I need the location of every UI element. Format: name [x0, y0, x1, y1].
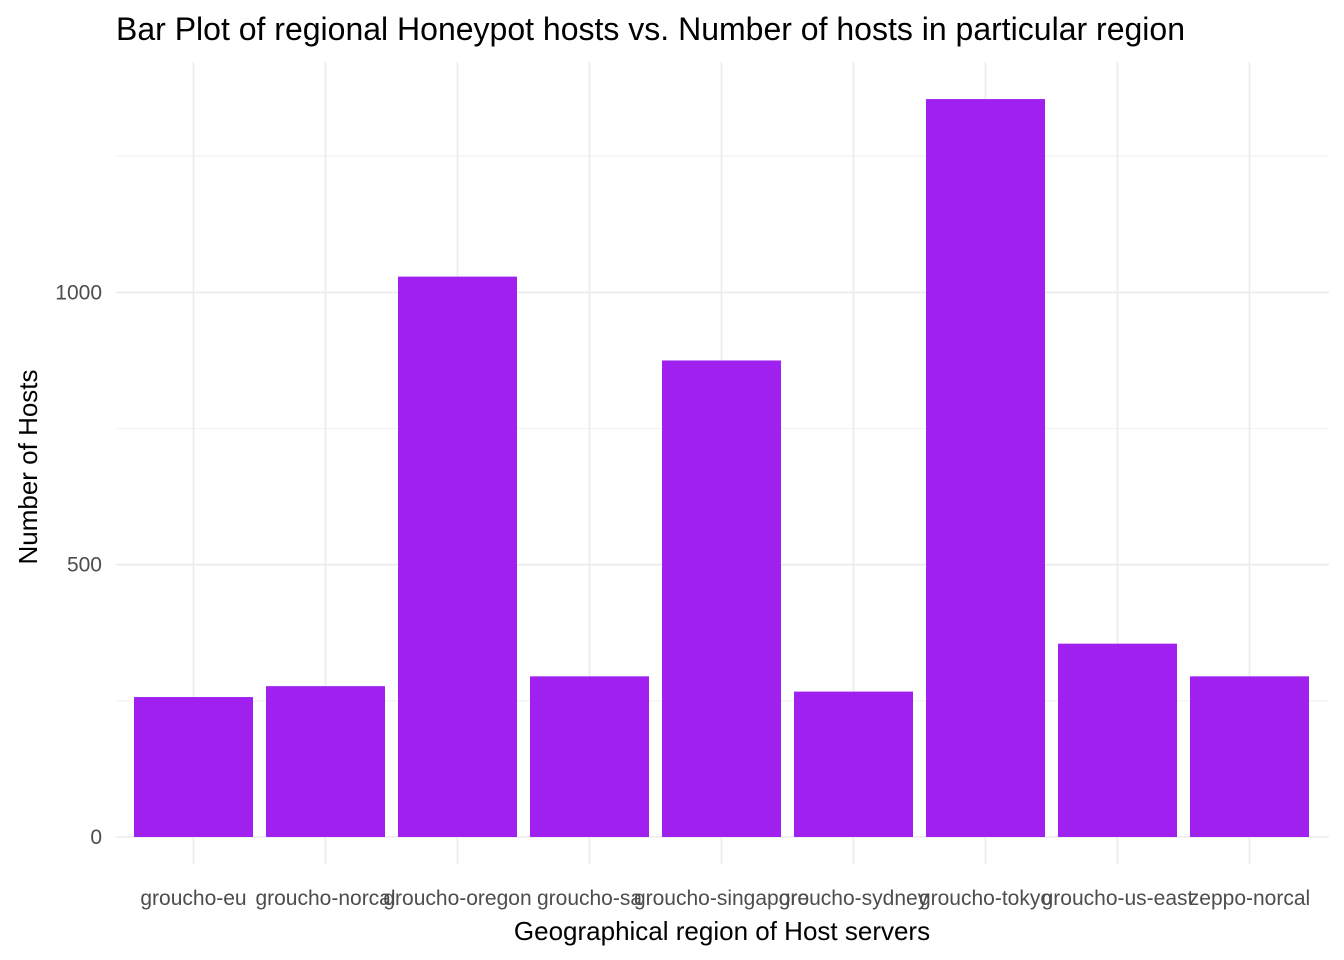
x-tick-label-groucho-tokyo: groucho-tokyo: [919, 887, 1052, 910]
x-tick-label-groucho-us-east: groucho-us-east: [1042, 887, 1194, 910]
y-axis-title: Number of Hosts: [13, 369, 43, 564]
bar-groucho-oregon: [398, 276, 517, 838]
x-tick-label-groucho-sydney: groucho-sydney: [779, 887, 929, 910]
bar-groucho-singapore: [662, 360, 781, 837]
y-tick-label-0: 0: [90, 826, 102, 849]
bar-groucho-sydney: [794, 691, 913, 837]
chart-title: Bar Plot of regional Honeypot hosts vs. …: [116, 11, 1185, 47]
y-tick-label-2: 1000: [55, 281, 102, 304]
bars: [134, 99, 1309, 838]
x-tick-label-groucho-oregon: groucho-oregon: [383, 887, 531, 910]
bar-groucho-sa: [530, 676, 649, 837]
bar-groucho-tokyo: [926, 99, 1045, 837]
x-tick-label-zeppo-norcal: zeppo-norcal: [1189, 887, 1310, 910]
bar-zeppo-norcal: [1190, 676, 1309, 837]
y-tick-labels: 0 500 1000: [55, 281, 102, 849]
bar-groucho-us-east: [1058, 643, 1177, 837]
bar-groucho-eu: [134, 697, 253, 837]
x-tick-label-groucho-singapore: groucho-singapore: [634, 887, 809, 910]
bar-groucho-norcal: [266, 686, 385, 837]
x-tick-label-groucho-sa: groucho-sa: [537, 887, 642, 910]
y-tick-label-1: 500: [67, 554, 102, 577]
x-axis-title: Geographical region of Host servers: [514, 916, 930, 946]
x-tick-label-groucho-norcal: groucho-norcal: [255, 887, 395, 910]
x-tick-label-groucho-eu: groucho-eu: [140, 887, 246, 910]
